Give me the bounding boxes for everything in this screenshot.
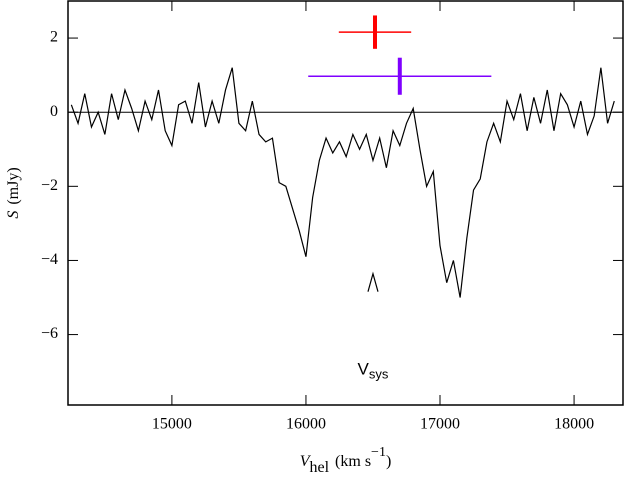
x-tick-label: 15000	[152, 416, 192, 433]
vsys-marker	[367, 271, 379, 292]
x-tick-label: 17000	[420, 416, 460, 433]
y-tick-label: 0	[50, 103, 58, 120]
x-axis-label: Vhel (km s−1)	[300, 445, 392, 475]
x-label-symbol: V	[300, 453, 312, 470]
y-label-unit: (mJy)	[5, 167, 22, 204]
x-tick-label: 18000	[554, 416, 594, 433]
y-tick-label: 2	[50, 29, 58, 46]
x-label-sup: −1	[371, 445, 386, 460]
y-tick-label: −6	[41, 325, 58, 342]
y-label-symbol: S	[5, 211, 22, 219]
vsys-label: Vsys	[358, 360, 389, 382]
vsys-label-sub: sys	[369, 367, 389, 382]
x-label-sub: hel	[310, 459, 330, 476]
y-axis-label: S (mJy)	[5, 167, 22, 218]
plot-frame	[67, 0, 624, 406]
vsys-label-main: V	[358, 360, 370, 379]
y-tick-label: −2	[41, 177, 58, 194]
x-tick-label: 16000	[286, 416, 326, 433]
y-tick-label: −4	[41, 251, 58, 268]
spectrum-line	[70, 67, 615, 298]
x-label-end: )	[386, 453, 391, 470]
x-label-unit: (km s	[335, 453, 371, 470]
